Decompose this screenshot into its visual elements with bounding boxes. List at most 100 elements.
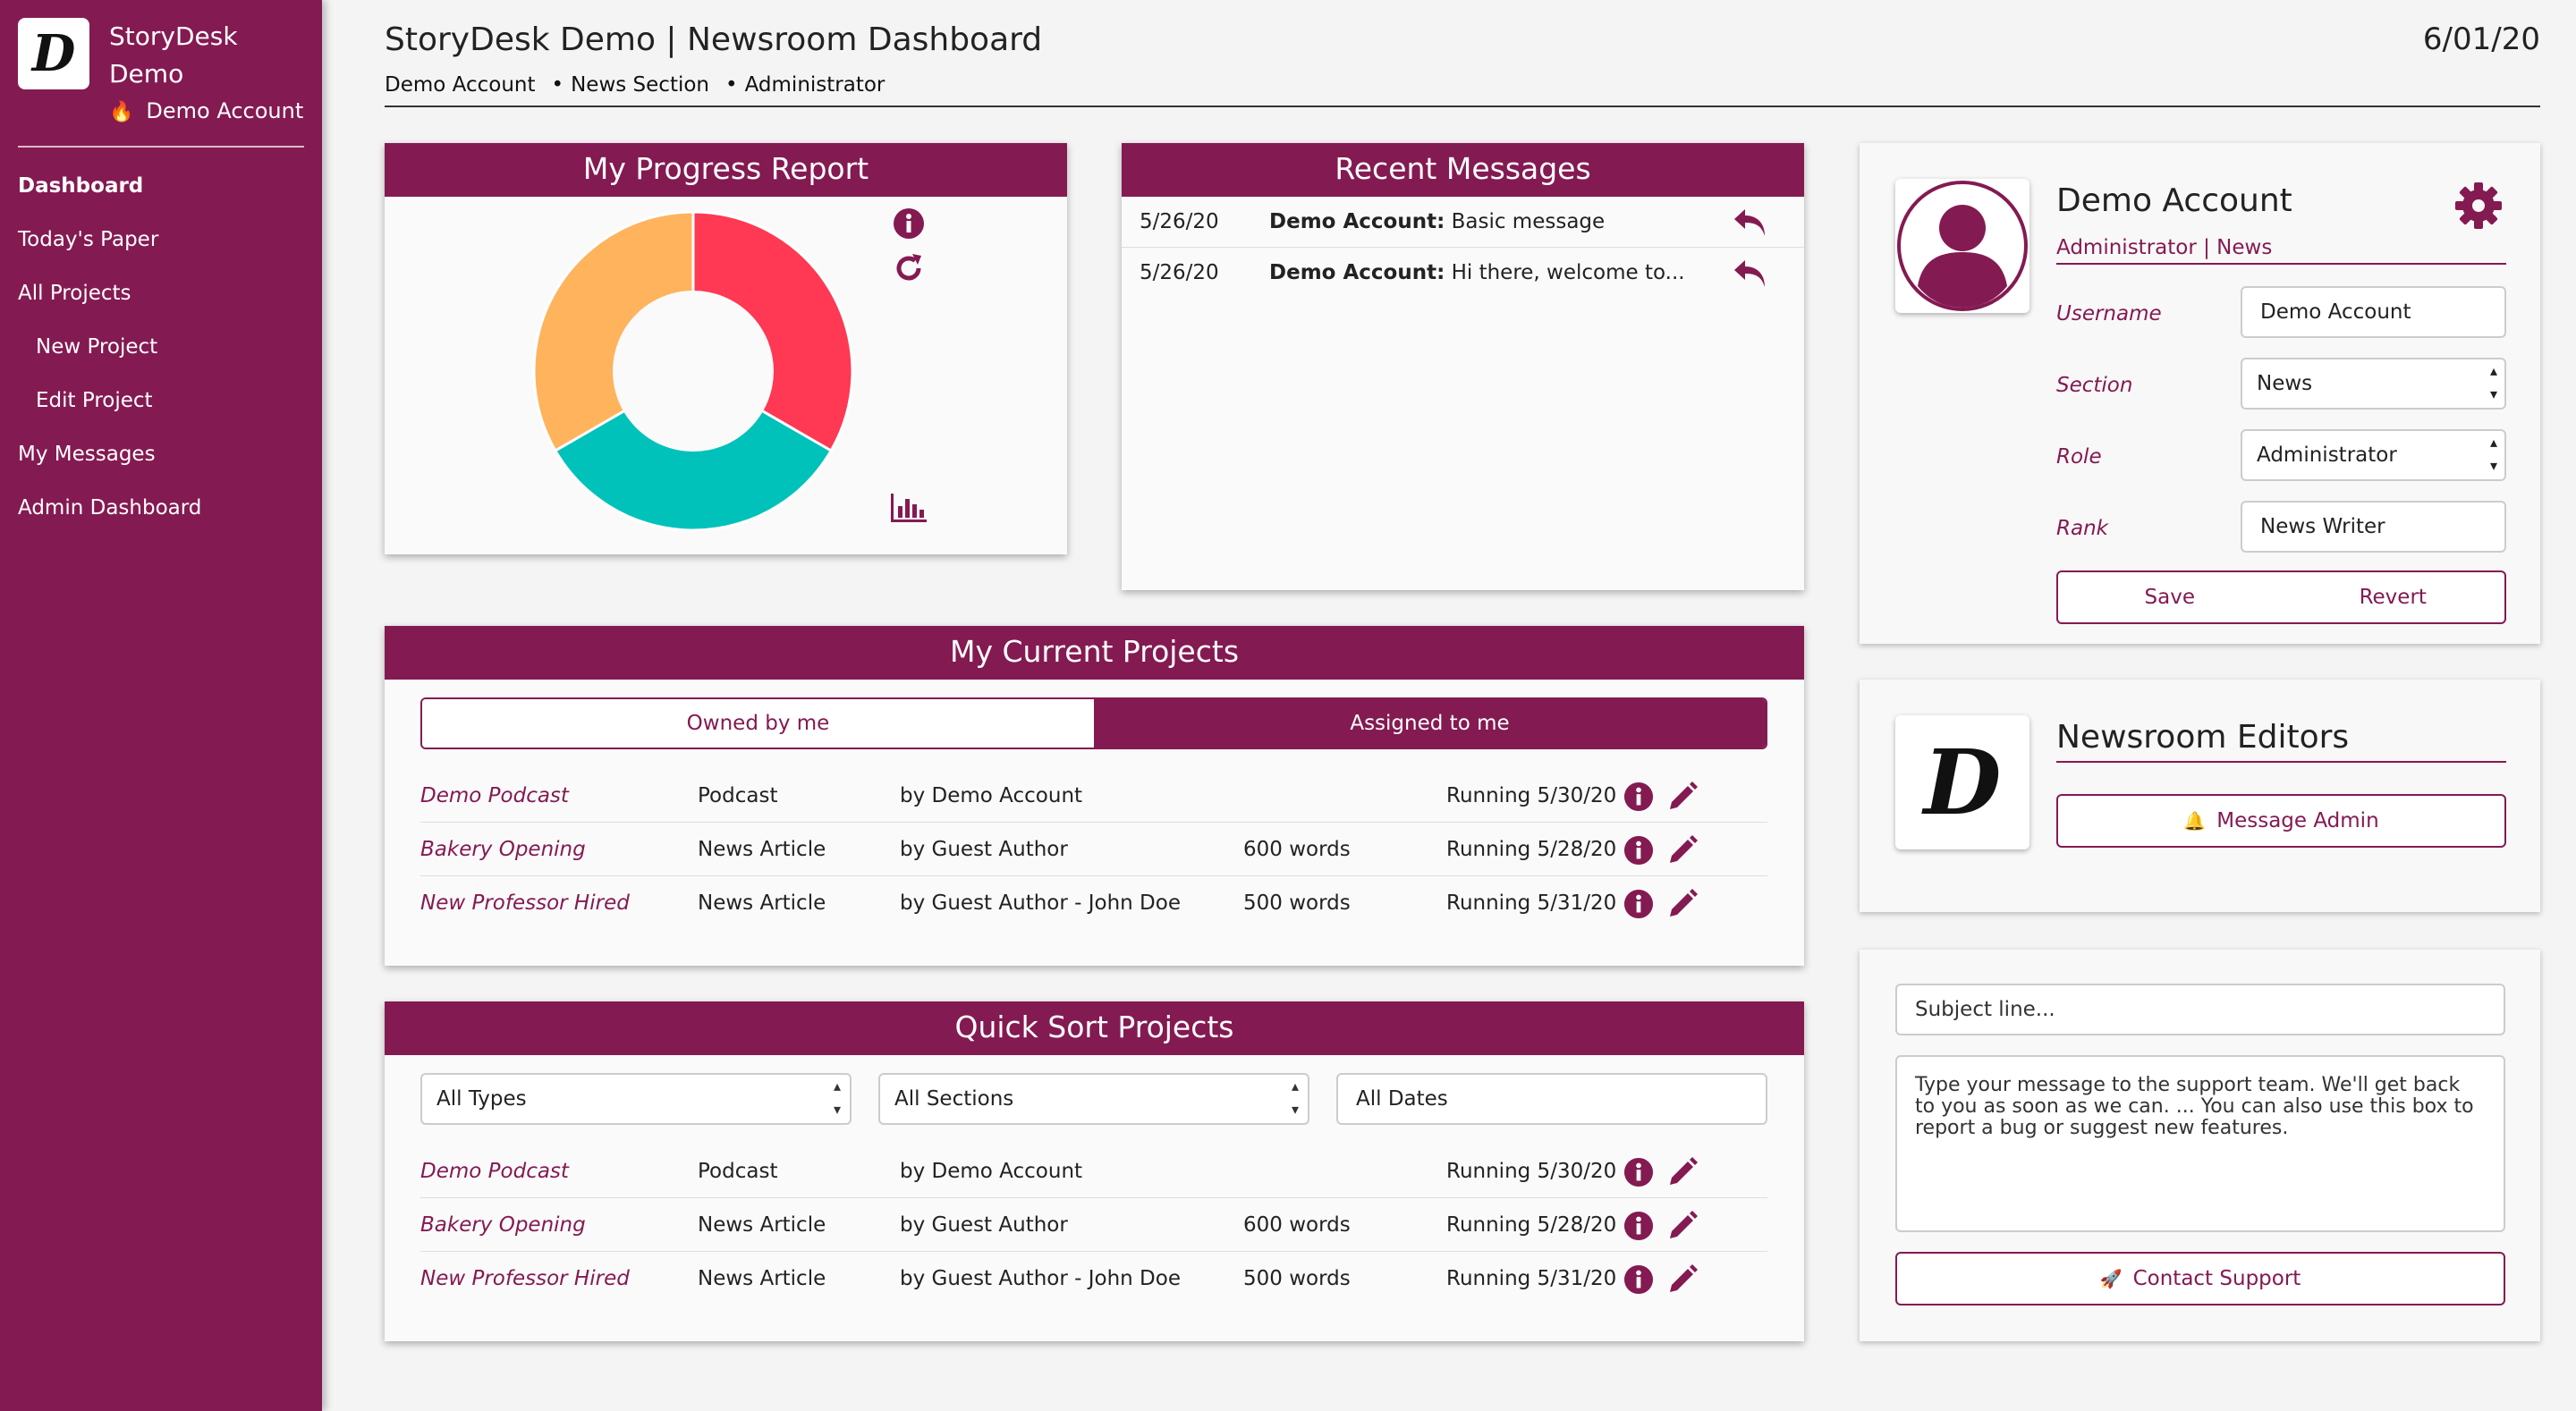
sidebar-item-new-project[interactable]: New Project — [36, 335, 158, 359]
rank-field[interactable]: News Writer — [2241, 501, 2506, 553]
project-type: News Article — [698, 891, 826, 915]
table-row: Demo Podcast Podcast by Demo Account Run… — [420, 769, 1767, 823]
message-sender: Demo Account: — [1269, 210, 1445, 233]
brand[interactable]: D StoryDesk Demo 🔥 Demo Account — [18, 18, 303, 123]
sidebar-item-admin-dashboard[interactable]: Admin Dashboard — [18, 496, 202, 520]
message-body: Basic message — [1451, 210, 1606, 233]
page-title: StoryDesk Demo | Newsroom Dashboard — [385, 21, 1043, 58]
breadcrumb-role: Administrator — [744, 73, 886, 97]
save-button[interactable]: Save — [2144, 586, 2195, 609]
brand-text: StoryDesk Demo 🔥 Demo Account — [109, 18, 303, 123]
role-select[interactable]: Administrator ▴ ▾ — [2241, 429, 2506, 481]
breadcrumb-bullet: • — [551, 73, 564, 97]
message-text: Demo Account: Hi there, welcome to... — [1269, 248, 1685, 299]
edit-icon[interactable] — [1666, 834, 1699, 866]
breadcrumb-section: News Section — [571, 73, 710, 97]
select-caret-icon: ▴ ▾ — [833, 1077, 841, 1118]
progress-report-title: My Progress Report — [385, 143, 1067, 197]
project-title[interactable]: Demo Podcast — [420, 1160, 569, 1183]
edit-icon[interactable] — [1666, 781, 1699, 813]
reply-icon[interactable] — [1733, 258, 1768, 289]
table-row: Bakery Opening News Article by Guest Aut… — [420, 1198, 1767, 1252]
project-run-date: Running 5/28/20 — [1446, 1213, 1617, 1237]
tab-assigned-to-me[interactable]: Assigned to me — [1094, 699, 1766, 748]
message-sender: Demo Account: — [1269, 261, 1445, 284]
revert-button[interactable]: Revert — [2359, 586, 2427, 609]
support-card: Subject line... Type your message to the… — [1860, 950, 2540, 1341]
project-words: 500 words — [1243, 891, 1351, 915]
project-author: by Demo Account — [900, 1160, 1083, 1183]
message-date: 5/26/20 — [1140, 261, 1219, 284]
info-icon[interactable] — [1623, 1264, 1654, 1295]
username-field[interactable]: Demo Account — [2241, 286, 2506, 338]
message-body: Hi there, welcome to... — [1451, 261, 1685, 284]
select-caret-icon: ▴ ▾ — [2489, 434, 2497, 474]
project-words: 600 words — [1243, 1213, 1351, 1237]
project-title[interactable]: Bakery Opening — [420, 1213, 586, 1237]
recent-messages-card: Recent Messages 5/26/20 Demo Account: Ba… — [1122, 143, 1804, 590]
project-run-date: Running 5/30/20 — [1446, 1160, 1617, 1183]
table-row: New Professor Hired News Article by Gues… — [420, 876, 1767, 930]
edit-icon[interactable] — [1666, 1156, 1699, 1188]
sidebar-nav: Dashboard Today's Paper All Projects New… — [0, 159, 322, 535]
type-filter-select[interactable]: All Types ▴ ▾ — [420, 1073, 852, 1125]
current-projects-card: My Current Projects Owned by me Assigned… — [385, 626, 1804, 966]
project-title[interactable]: Demo Podcast — [420, 784, 569, 807]
info-icon[interactable] — [1623, 1157, 1654, 1187]
message-row[interactable]: 5/26/20 Demo Account: Basic message — [1122, 197, 1804, 248]
project-author: by Guest Author — [900, 1213, 1068, 1237]
sidebar-item-todays-paper[interactable]: Today's Paper — [18, 228, 159, 251]
info-icon[interactable] — [893, 207, 925, 240]
sidebar-item-all-projects[interactable]: All Projects — [18, 282, 131, 305]
project-title[interactable]: Bakery Opening — [420, 838, 586, 861]
section-label: Section — [2056, 374, 2133, 397]
info-icon[interactable] — [1623, 835, 1654, 866]
recent-messages-title: Recent Messages — [1122, 143, 1804, 197]
edit-icon[interactable] — [1666, 1210, 1699, 1242]
quick-sort-card: Quick Sort Projects All Types ▴ ▾ All Sec… — [385, 1001, 1804, 1341]
message-row[interactable]: 5/26/20 Demo Account: Hi there, welcome … — [1122, 248, 1804, 299]
project-author: by Guest Author — [900, 838, 1068, 861]
tab-owned-by-me[interactable]: Owned by me — [422, 699, 1094, 748]
quick-sort-title: Quick Sort Projects — [385, 1001, 1804, 1055]
gear-icon[interactable] — [2453, 181, 2504, 231]
edit-icon[interactable] — [1666, 888, 1699, 920]
project-author: by Guest Author - John Doe — [900, 1267, 1181, 1290]
project-title[interactable]: New Professor Hired — [420, 1267, 630, 1290]
newsroom-logo: D — [1895, 715, 2029, 849]
info-icon[interactable] — [1623, 889, 1654, 919]
current-projects-title: My Current Projects — [385, 626, 1804, 680]
section-filter-value: All Sections — [894, 1087, 1014, 1111]
date-filter-input[interactable]: All Dates — [1336, 1073, 1767, 1125]
project-author: by Demo Account — [900, 784, 1083, 807]
sidebar-item-my-messages[interactable]: My Messages — [18, 443, 156, 466]
flame-icon: 🔥 — [109, 101, 134, 123]
section-select[interactable]: News ▴ ▾ — [2241, 358, 2506, 410]
sidebar-item-edit-project[interactable]: Edit Project — [36, 389, 153, 412]
refresh-icon[interactable] — [893, 252, 925, 284]
breadcrumb-bullet: • — [725, 73, 738, 97]
contact-support-button[interactable]: 🚀 Contact Support — [1895, 1252, 2505, 1305]
support-message-textarea[interactable]: Type your message to the support team. W… — [1895, 1055, 2505, 1232]
section-filter-select[interactable]: All Sections ▴ ▾ — [878, 1073, 1309, 1125]
reply-icon[interactable] — [1733, 207, 1768, 238]
message-text: Demo Account: Basic message — [1269, 197, 1605, 248]
profile-actions: Save Revert — [2056, 570, 2506, 624]
profile-card: Demo Account Administrator | News Userna… — [1860, 143, 2540, 644]
edit-icon[interactable] — [1666, 1263, 1699, 1296]
subject-input[interactable]: Subject line... — [1895, 984, 2505, 1035]
brand-account: 🔥 Demo Account — [109, 98, 303, 123]
info-icon[interactable] — [1623, 782, 1654, 812]
profile-role-link[interactable]: Administrator | News — [2056, 236, 2506, 265]
page-header: StoryDesk Demo | Newsroom Dashboard 6/01… — [385, 21, 2540, 107]
brand-logo: D — [18, 18, 89, 89]
user-avatar-icon — [1897, 181, 2028, 311]
newsroom-editors-card: D Newsroom Editors 🔔 Message Admin — [1860, 680, 2540, 912]
message-admin-button[interactable]: 🔔 Message Admin — [2056, 794, 2506, 848]
message-date: 5/26/20 — [1140, 210, 1219, 233]
project-title[interactable]: New Professor Hired — [420, 891, 630, 915]
project-run-date: Running 5/31/20 — [1446, 1267, 1617, 1290]
info-icon[interactable] — [1623, 1211, 1654, 1241]
sidebar-item-dashboard[interactable]: Dashboard — [18, 174, 144, 198]
bar-chart-icon[interactable] — [889, 492, 928, 524]
